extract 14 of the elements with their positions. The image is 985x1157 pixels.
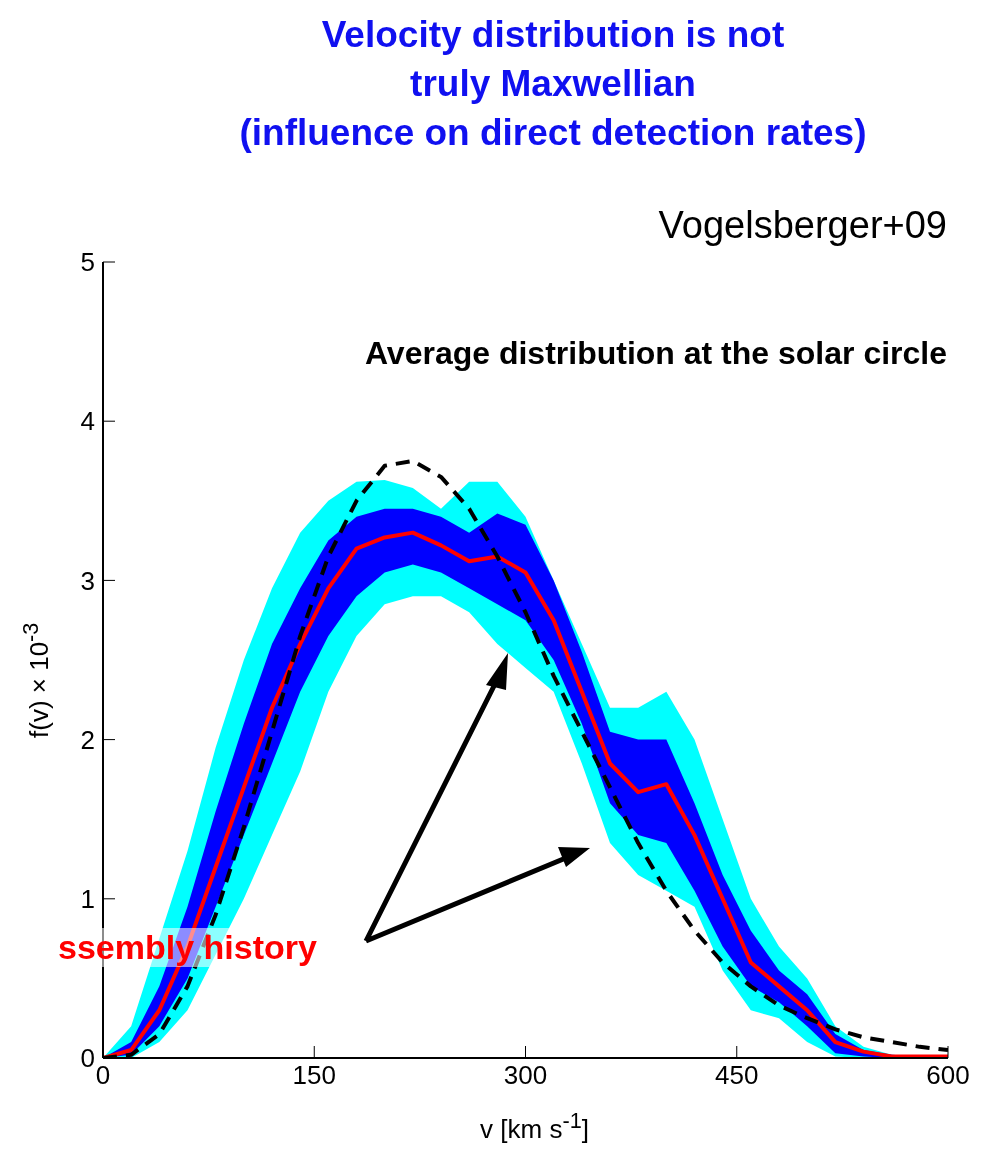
- chart-title: Velocity distribution is not truly Maxwellian (influence on direct detection rates): [238, 13, 868, 155]
- y-tick-label: 4: [80, 406, 95, 437]
- text: Vogelsberger+09: [658, 204, 947, 247]
- y-tick-label: 1: [80, 884, 95, 915]
- y-tick-label: 3: [80, 565, 95, 596]
- text: Average distribution at the solar circle: [364, 335, 947, 372]
- y-tick-label: 5: [80, 247, 95, 278]
- x-tick-label: 450: [715, 1060, 759, 1091]
- y-tick-label: 2: [80, 724, 95, 755]
- x-tick-label: 150: [292, 1060, 336, 1091]
- x-tick-label: 300: [503, 1060, 548, 1091]
- x-axis-title: v [km s$^{-1}$]: [479, 1108, 590, 1145]
- annotation: ssembly history: [58, 928, 317, 967]
- x-tick-label: 600: [926, 1060, 970, 1091]
